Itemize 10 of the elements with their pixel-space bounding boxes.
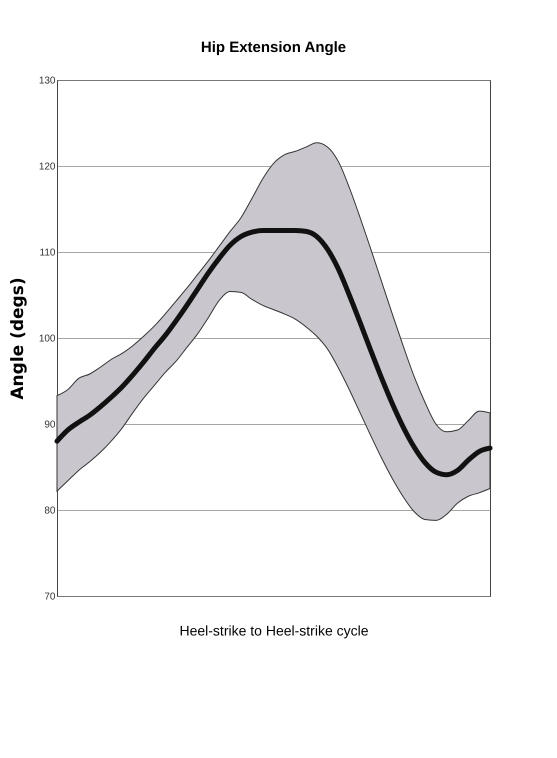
y-tick-label: 120: [38, 162, 56, 172]
x-axis-title: Heel-strike to Heel-strike cycle: [179, 622, 369, 638]
chart-title: Hip Extension Angle: [200, 39, 346, 56]
y-tick-label: 70: [44, 592, 56, 602]
y-tick-label: 130: [38, 76, 56, 86]
y-tick-label: 80: [44, 506, 56, 516]
y-tick-label: 110: [40, 248, 56, 258]
y-tick-label: 100: [38, 334, 56, 344]
y-tick-label: 90: [44, 420, 56, 430]
y-axis-title: Angle (degs): [8, 277, 28, 400]
